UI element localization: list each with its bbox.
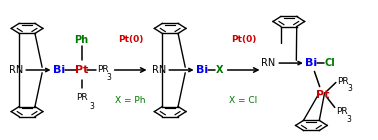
Text: Pt: Pt bbox=[75, 65, 88, 75]
Text: Ph: Ph bbox=[74, 34, 89, 45]
Text: PR: PR bbox=[97, 66, 109, 74]
Text: 3: 3 bbox=[107, 73, 112, 82]
Text: PR: PR bbox=[336, 107, 347, 116]
Text: X = Cl: X = Cl bbox=[229, 96, 258, 105]
Text: PR: PR bbox=[76, 93, 87, 102]
Text: 3: 3 bbox=[346, 115, 351, 124]
Text: X = Ph: X = Ph bbox=[115, 96, 146, 105]
Text: Bi: Bi bbox=[196, 65, 208, 75]
Text: RN: RN bbox=[261, 58, 275, 68]
Text: X: X bbox=[216, 65, 224, 75]
Text: 3: 3 bbox=[89, 102, 94, 111]
Text: 3: 3 bbox=[347, 84, 352, 93]
Text: PR: PR bbox=[337, 77, 349, 86]
Text: Cl: Cl bbox=[325, 58, 336, 68]
Text: Pt: Pt bbox=[316, 90, 329, 100]
Text: RN: RN bbox=[152, 65, 166, 75]
Text: Bi: Bi bbox=[305, 58, 318, 68]
Text: RN: RN bbox=[9, 65, 23, 75]
Text: Pt(0): Pt(0) bbox=[118, 35, 143, 44]
Text: Bi: Bi bbox=[53, 65, 65, 75]
Text: Pt(0): Pt(0) bbox=[231, 35, 256, 44]
